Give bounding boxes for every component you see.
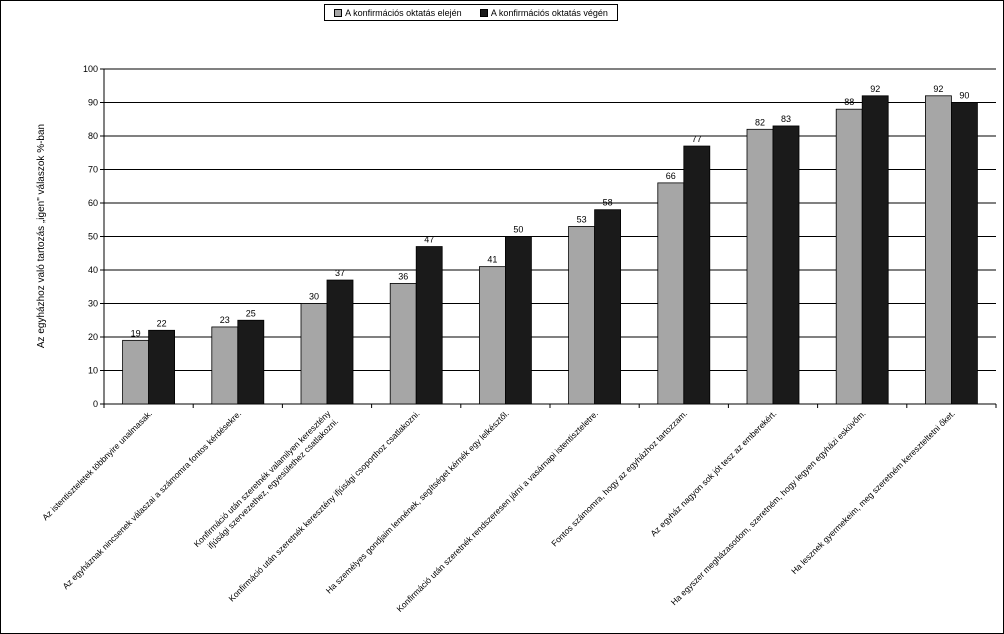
bar-end	[237, 319, 265, 405]
bar-start	[478, 266, 506, 405]
x-category-label: Ha egyszer megházasodom, szeretném, hogy…	[669, 408, 868, 607]
bar-start	[657, 182, 685, 405]
legend-item-end: A konfirmációs oktatás végén	[479, 7, 608, 18]
data-label-start: 53	[577, 214, 587, 224]
bar-start	[300, 303, 328, 405]
bar-start	[746, 128, 774, 405]
bar-start	[925, 95, 952, 405]
bar-end	[415, 246, 443, 405]
bar-end	[951, 102, 978, 405]
y-tick-label: 80	[88, 131, 98, 141]
x-category-label: Konfirmáció után szeretnék rendszeresen …	[394, 408, 600, 614]
x-category-label-line: Az egyháznak nincsenek válaszai a számom…	[60, 408, 243, 591]
bar-end	[326, 279, 354, 405]
data-label-end: 22	[157, 318, 167, 328]
x-category-label: Az egyháznak nincsenek válaszai a számom…	[60, 408, 243, 591]
data-label-end: 47	[424, 235, 434, 245]
data-label-start: 66	[666, 171, 676, 181]
data-label-start: 19	[131, 328, 141, 338]
bar-end	[504, 236, 532, 405]
x-category-label: Fontos számomra, hogy az egyházhoz tarto…	[549, 408, 689, 548]
data-label-start: 88	[844, 97, 854, 107]
x-category-label-line: Ha egyszer megházasodom, szeretném, hogy…	[669, 408, 868, 607]
data-label-start: 36	[398, 271, 408, 281]
y-tick-label: 70	[88, 165, 98, 175]
y-tick-label: 10	[88, 366, 98, 376]
y-tick-label: 30	[88, 299, 98, 309]
x-category-label-line: Fontos számomra, hogy az egyházhoz tarto…	[549, 408, 689, 548]
bar-end	[772, 125, 800, 405]
data-label-start: 92	[933, 84, 943, 94]
bar-end	[683, 145, 711, 405]
x-category-label-line: Ha lesznek gyermekeim, meg szeretném ker…	[789, 408, 957, 576]
x-category-label-line: Konfirmáció után szeretnék valamilyen ke…	[192, 408, 333, 549]
data-label-end: 90	[959, 91, 969, 101]
y-tick-label: 0	[93, 399, 98, 409]
bar-start	[122, 339, 149, 405]
x-category-label: Ha személyes gondjaim lennének, segítség…	[324, 408, 511, 595]
y-tick-label: 40	[88, 265, 98, 275]
legend-item-start: A konfirmációs oktatás elején	[334, 8, 462, 18]
bar-start	[835, 108, 863, 405]
legend-swatch-end	[479, 8, 488, 17]
y-tick-label: 100	[83, 64, 98, 74]
data-label-start: 30	[309, 292, 319, 302]
data-label-end: 25	[246, 308, 256, 318]
x-category-label-line: Konfirmáció után szeretnék rendszeresen …	[394, 408, 600, 614]
y-tick-label: 20	[88, 332, 98, 342]
x-category-label-line: Az istentiszteletek többnyire unalmasak.	[40, 408, 154, 522]
data-label-start: 82	[755, 117, 765, 127]
legend-swatch-start	[334, 8, 343, 17]
legend-label-end: A konfirmációs oktatás végén	[490, 7, 608, 18]
x-category-label: Az istentiszteletek többnyire unalmasak.	[40, 408, 154, 522]
data-label-end: 58	[603, 198, 613, 208]
y-tick-label: 50	[88, 232, 98, 242]
x-category-label-line: ifjúsági szervezethez, egyesülethez csat…	[205, 416, 340, 551]
bar-start	[211, 326, 239, 405]
bar-end	[148, 329, 176, 405]
x-category-label-line: Ha személyes gondjaim lennének, segítség…	[324, 408, 511, 595]
data-label-start: 41	[487, 255, 497, 265]
data-label-end: 50	[513, 225, 523, 235]
data-label-end: 92	[870, 84, 880, 94]
y-tick-label: 60	[88, 198, 98, 208]
y-axis-label: Az egyházhoz való tartozás „igen" válasz…	[36, 124, 47, 348]
bar-end	[594, 209, 621, 405]
bar-start	[568, 226, 595, 405]
data-label-end: 37	[335, 268, 345, 278]
data-label-end: 83	[781, 114, 791, 124]
legend-label-start: A konfirmációs oktatás elején	[345, 7, 462, 18]
bar-end	[861, 95, 889, 405]
y-tick-label: 90	[88, 98, 98, 108]
data-label-end: 77	[692, 134, 702, 144]
legend: A konfirmációs oktatás elején A konfirmá…	[324, 4, 618, 21]
bar-start	[389, 282, 417, 405]
data-label-start: 23	[220, 315, 230, 325]
x-category-label: Ha lesznek gyermekeim, meg szeretném ker…	[789, 408, 957, 576]
